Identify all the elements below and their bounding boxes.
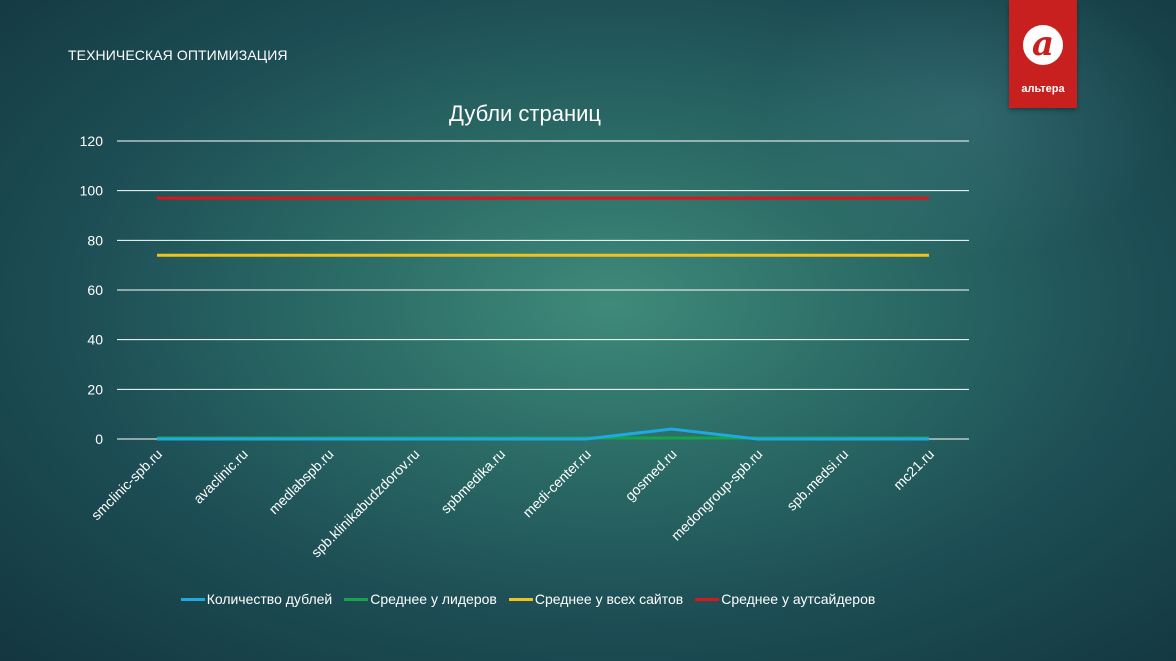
legend-swatch <box>695 597 720 601</box>
series-line <box>157 427 929 441</box>
y-tick-label: 120 <box>80 133 104 149</box>
x-tick-label: smclinic-spb.ru <box>88 446 165 523</box>
chart-title: Дубли страниц <box>449 101 601 126</box>
legend-label: Среднее у всех сайтов <box>534 591 684 607</box>
x-tick-label: avaclinic.ru <box>190 446 251 507</box>
chart-legend: Количество дублей Среднее у лидеров Средне… <box>0 591 1056 607</box>
x-tick-label: mc21.ru <box>890 446 937 493</box>
y-tick-label: 20 <box>87 381 103 397</box>
background-glow <box>760 0 1176 260</box>
y-tick-label: 0 <box>95 431 103 447</box>
legend-swatch <box>344 597 369 601</box>
altera-logo: a альтера <box>1009 0 1077 108</box>
x-tick-label: spb.medsi.ru <box>783 446 851 514</box>
altera-logo-mark-icon: a <box>1023 25 1063 65</box>
x-tick-label: medongroup-spb.ru <box>668 446 766 544</box>
legend-swatch <box>180 597 205 601</box>
legend-label: Среднее у аутсайдеров <box>721 591 876 607</box>
y-tick-label: 100 <box>80 183 104 199</box>
y-tick-label: 40 <box>87 332 103 348</box>
altera-logo-text: альтера <box>1021 83 1065 95</box>
slide-title: ТЕХНИЧЕСКАЯ ОПТИМИЗАЦИЯ <box>68 47 288 63</box>
legend-item: Количество дублей <box>180 591 333 607</box>
legend-item: Среднее у всех сайтов <box>508 591 684 607</box>
legend-label: Среднее у лидеров <box>370 591 497 607</box>
chart-series <box>157 196 929 441</box>
y-tick-label: 60 <box>87 282 103 298</box>
y-tick-label: 80 <box>87 232 103 248</box>
x-tick-label: spbmedika.ru <box>437 446 508 517</box>
x-tick-label: medi-center.ru <box>519 446 594 521</box>
x-tick-label: gosmed.ru <box>622 446 680 504</box>
chart-gridlines <box>117 140 969 440</box>
x-axis-tick-labels: smclinic-spb.ru avaclinic.ru medlabspb.ru s… <box>88 446 937 561</box>
legend-label: Количество дублей <box>206 591 333 607</box>
x-tick-label: medlabspb.ru <box>265 446 336 517</box>
y-axis-tick-labels: 0 20 40 60 80 100 120 <box>80 133 104 447</box>
legend-item: Среднее у аутсайдеров <box>695 591 875 607</box>
legend-item: Среднее у лидеров <box>344 591 497 607</box>
legend-swatch <box>508 597 533 601</box>
